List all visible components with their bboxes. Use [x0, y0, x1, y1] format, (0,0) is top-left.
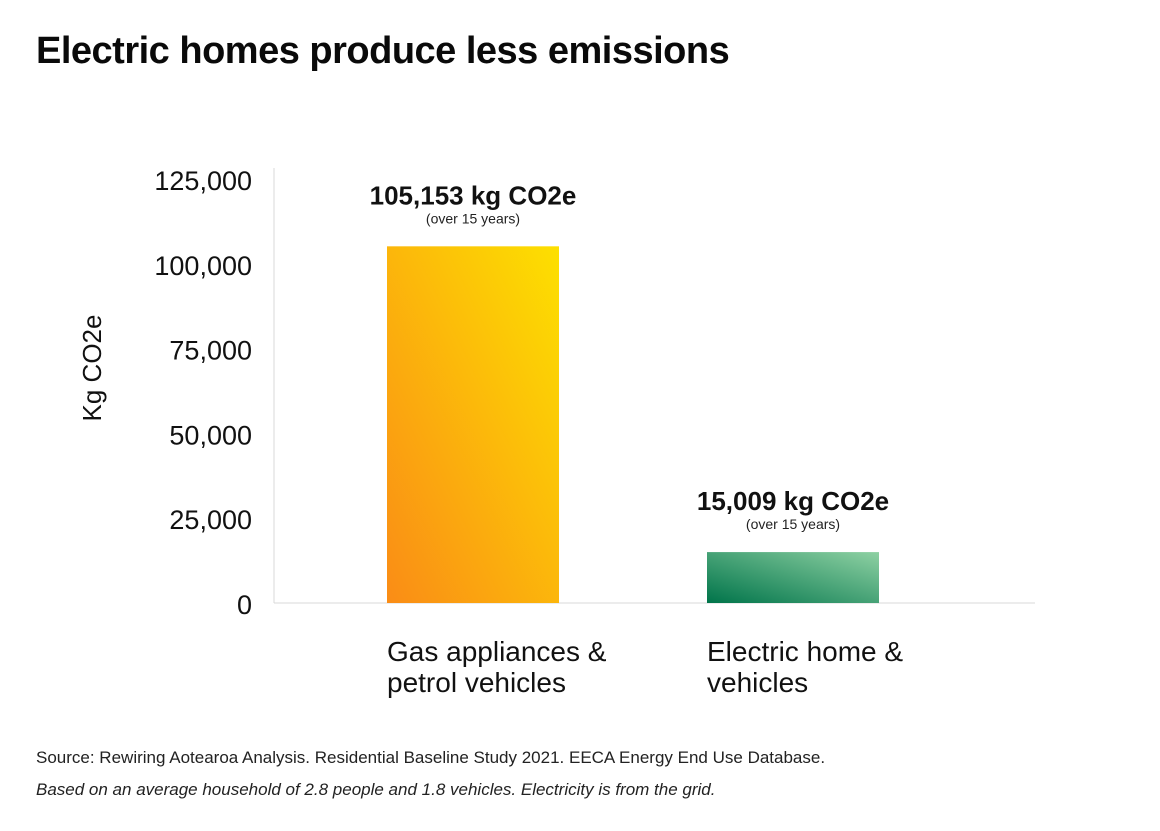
x-category-label: vehicles: [707, 667, 808, 698]
x-category-label: petrol vehicles: [387, 667, 566, 698]
data-sublabel: (over 15 years): [426, 210, 520, 226]
data-label: 105,153 kg CO2e: [370, 180, 577, 210]
source-note: Source: Rewiring Aotearoa Analysis. Resi…: [36, 748, 826, 767]
chart-title: Electric homes produce less emissions: [36, 30, 730, 72]
y-tick-label: 0: [237, 590, 252, 620]
bar-chart: 0 25,000 50,000 75,000 100,000 125,000 Kg CO2e…: [77, 166, 1035, 698]
y-tick-label: 125,000: [154, 166, 252, 196]
data-sublabel: (over 15 years): [746, 516, 840, 532]
axes: 0 25,000 50,000 75,000 100,000 125,000 Kg CO2e: [77, 166, 1035, 620]
data-label: 15,009 kg CO2e: [697, 486, 889, 516]
x-category-label: Electric home &: [707, 636, 903, 667]
labels: 105,153 kg CO2e(over 15 years)Gas applia…: [370, 180, 904, 698]
y-tick-label: 75,000: [169, 336, 252, 366]
y-tick-label: 50,000: [169, 420, 252, 450]
methodology-note: Based on an average household of 2.8 peo…: [36, 780, 716, 799]
bars: [387, 246, 879, 603]
y-tick-label: 100,000: [154, 251, 252, 281]
y-axis-title: Kg CO2e: [77, 315, 107, 422]
bar: [387, 246, 559, 603]
y-tick-label: 25,000: [169, 505, 252, 535]
bar: [707, 552, 879, 603]
x-category-label: Gas appliances &: [387, 636, 607, 667]
